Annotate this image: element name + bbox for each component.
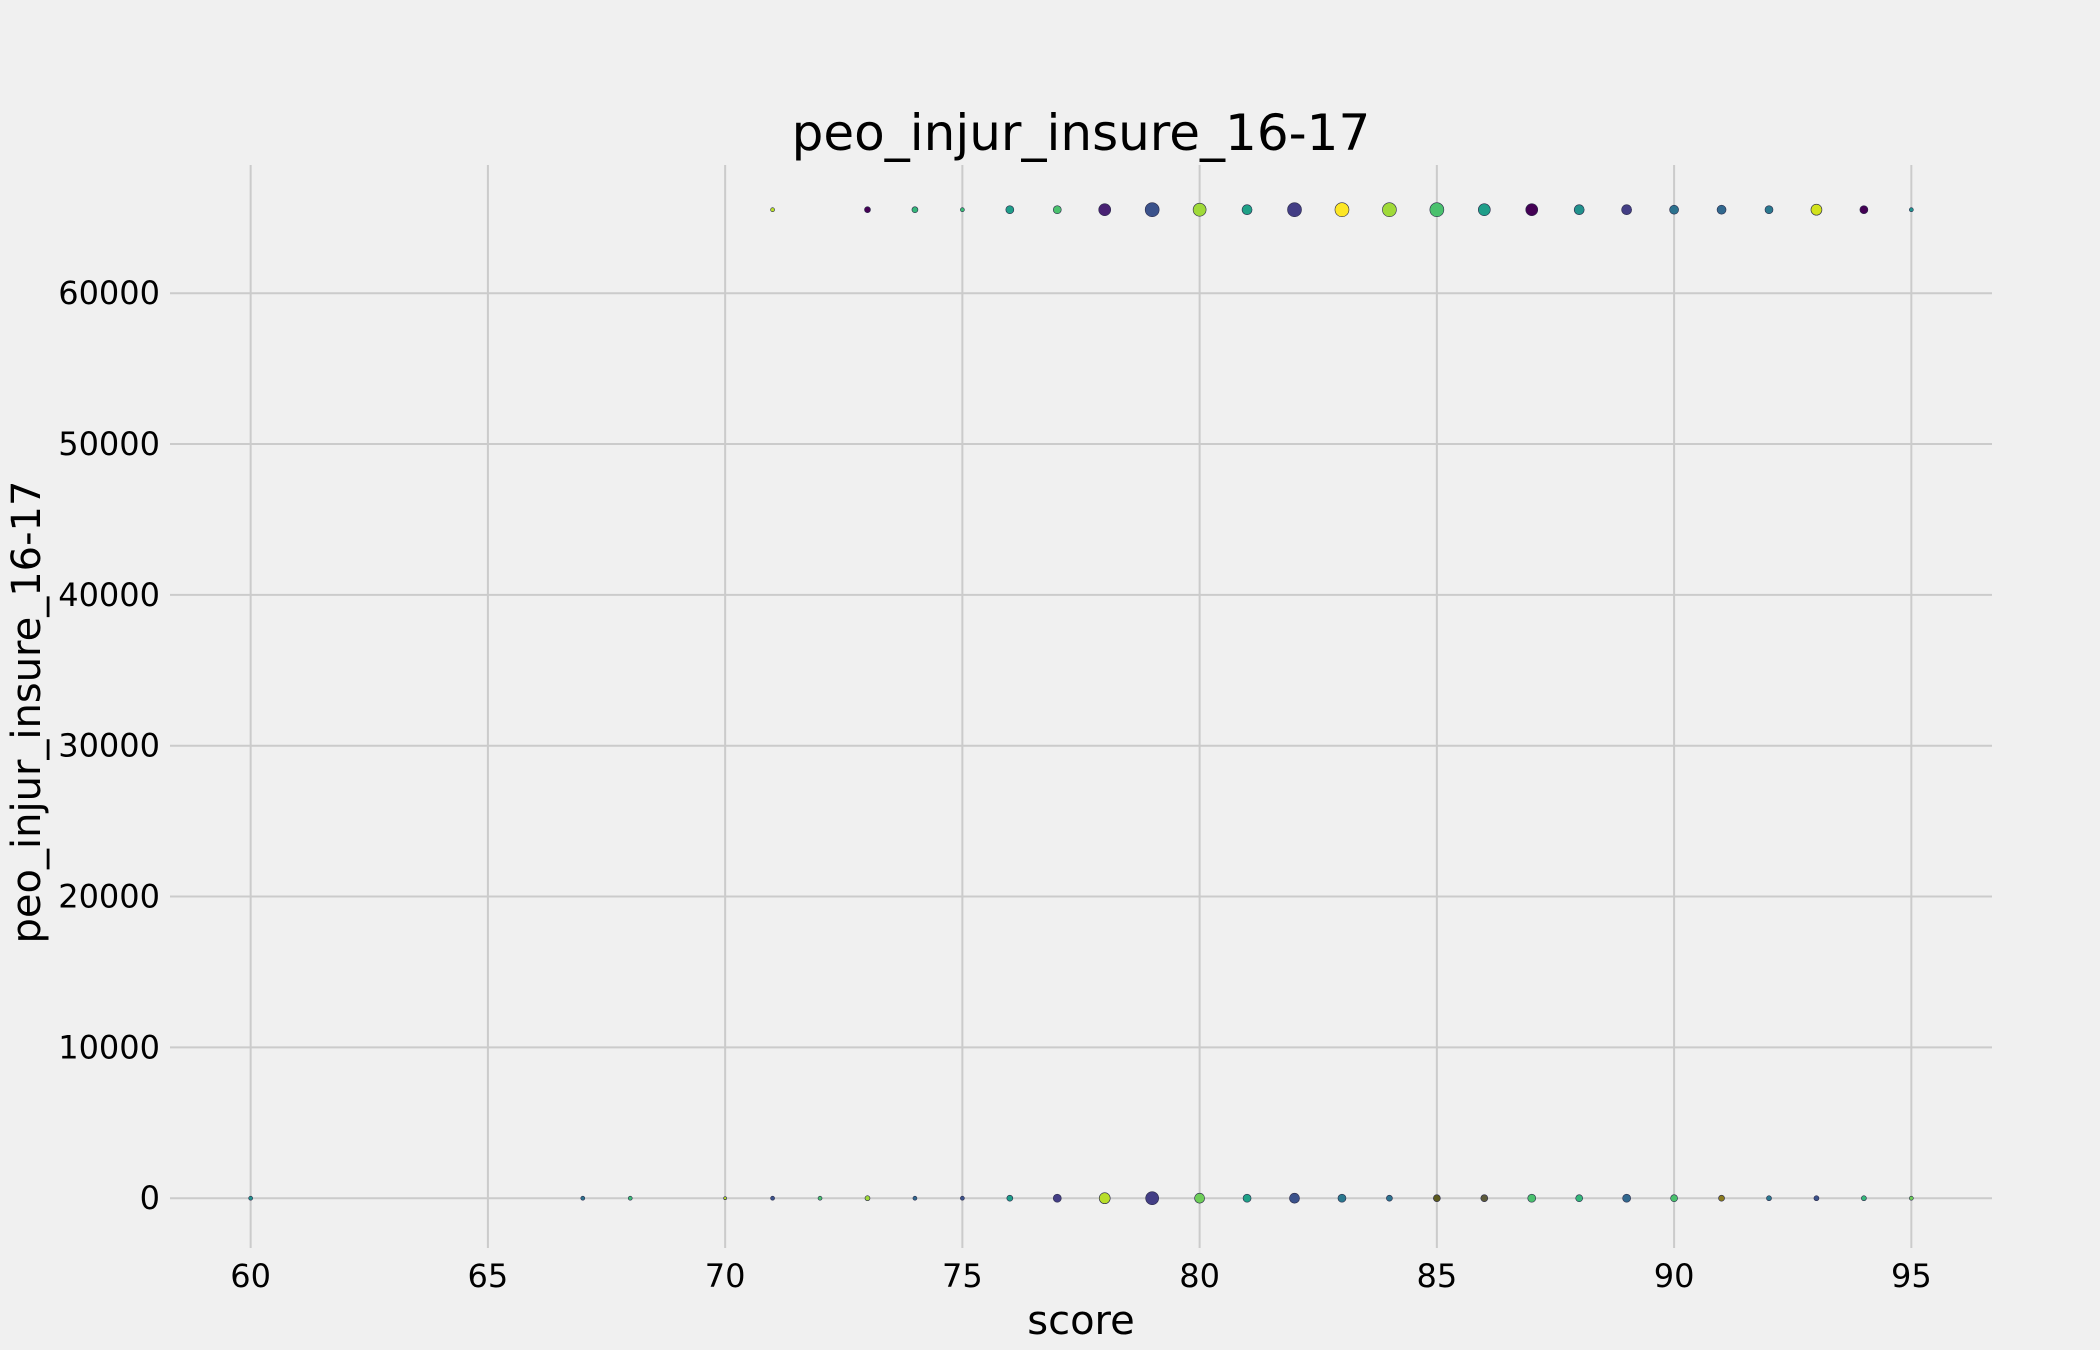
scatter-point — [1334, 202, 1350, 218]
chart-title: peo_injur_insure_16-17 — [792, 104, 1371, 162]
scatter-point — [1386, 1194, 1393, 1202]
x-tick-label: 70 — [705, 1257, 746, 1295]
scatter-point — [1052, 1193, 1062, 1203]
scatter-point — [1098, 1192, 1111, 1205]
scatter-point — [864, 1195, 871, 1202]
scatter-point — [1813, 1195, 1820, 1202]
scatter-point — [1861, 1195, 1867, 1202]
scatter-point — [1098, 203, 1112, 217]
scatter-point — [1192, 202, 1207, 217]
scatter-point — [911, 206, 919, 214]
tick-labels: 60 65 70 75 80 85 90 95 0 10000 20000 30000 40000 500… — [58, 274, 1931, 1295]
scatter-point — [1766, 1195, 1772, 1202]
scatter-point — [1478, 203, 1491, 217]
scatter-point — [912, 1195, 918, 1201]
scatter-point — [1052, 205, 1062, 215]
scatter-point — [1525, 203, 1539, 217]
y-tick-label: 30000 — [58, 727, 160, 765]
scatter-point — [1716, 204, 1727, 215]
scatter-point — [1144, 202, 1160, 218]
x-tick-label: 60 — [230, 1257, 271, 1295]
x-tick-label: 95 — [1891, 1257, 1932, 1295]
scatter-point — [580, 1195, 586, 1201]
x-tick-label: 75 — [942, 1257, 983, 1295]
scatter-point — [1859, 205, 1869, 215]
x-tick-label: 85 — [1417, 1257, 1458, 1295]
x-tick-label: 90 — [1654, 1257, 1695, 1295]
scatter-point — [960, 1195, 965, 1201]
y-tick-label: 50000 — [58, 425, 160, 463]
scatter-point — [1670, 1194, 1678, 1203]
scatter-point — [1006, 1194, 1014, 1202]
y-tick-label: 40000 — [58, 576, 160, 614]
scatter-point — [1429, 202, 1445, 218]
scatter-point — [1241, 204, 1253, 216]
scatter-point — [723, 1196, 727, 1201]
grid-lines — [170, 165, 1992, 1248]
scatter-point — [1764, 205, 1774, 215]
scatter-point — [627, 1195, 633, 1201]
scatter-point — [960, 207, 965, 213]
scatter-point — [1718, 1194, 1725, 1202]
scatter-point — [1337, 1193, 1347, 1203]
scatter-point — [1005, 205, 1015, 215]
y-axis-label: peo_injur_insure_16-17 — [4, 481, 50, 944]
y-tick-label: 0 — [140, 1179, 160, 1217]
scatter-point — [1433, 1194, 1441, 1203]
scatter-point — [1575, 1194, 1584, 1203]
scatter-point — [770, 1195, 775, 1201]
x-tick-label: 80 — [1179, 1257, 1220, 1295]
y-tick-label: 10000 — [58, 1028, 160, 1066]
scatter-point — [1287, 202, 1302, 218]
scatter-point — [1669, 204, 1679, 215]
y-tick-label: 20000 — [58, 878, 160, 916]
x-tick-label: 65 — [468, 1257, 509, 1295]
x-axis-label: score — [1027, 1298, 1134, 1344]
scatter-point — [1145, 1191, 1159, 1206]
y-tick-label: 60000 — [58, 274, 160, 312]
data-points — [248, 202, 1914, 1206]
scatter-point — [1909, 1195, 1914, 1201]
scatter-point — [1289, 1192, 1300, 1204]
scatter-point — [1622, 1193, 1631, 1203]
scatter-point — [1810, 203, 1823, 216]
scatter-point — [817, 1195, 823, 1201]
scatter-point — [1909, 207, 1914, 213]
scatter-point — [248, 1195, 253, 1201]
scatter-point — [864, 206, 871, 214]
scatter-point — [1621, 204, 1632, 216]
scatter-point — [1480, 1194, 1489, 1203]
scatter-point — [1573, 204, 1585, 216]
scatter-point — [1194, 1192, 1205, 1204]
scatter-point — [1527, 1193, 1537, 1203]
scatter-point — [1242, 1193, 1252, 1203]
scatter-point — [1382, 202, 1397, 218]
scatter-point — [770, 207, 775, 213]
